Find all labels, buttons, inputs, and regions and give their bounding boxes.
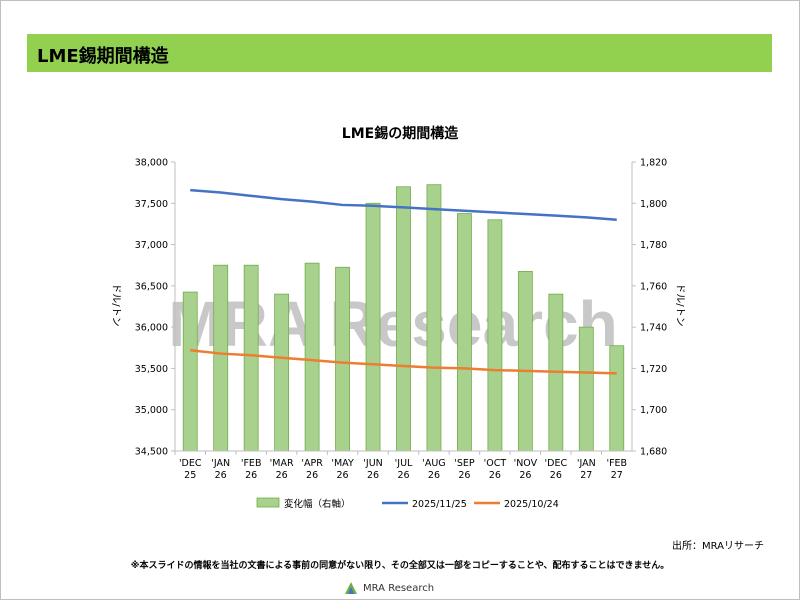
header-bar: LME錫期間構造 (27, 34, 772, 72)
y-left-tick-label: 35,500 (135, 364, 168, 375)
y-right-tick-label: 1,680 (640, 447, 667, 458)
bar-4 (304, 262, 320, 452)
x-tick-label: 'FEB 26 (241, 458, 262, 481)
y-axis-right-label: ドル/トン (674, 283, 685, 326)
watermark: MRA Research (168, 288, 617, 360)
legend-label: 2025/10/24 (504, 499, 559, 510)
footer-logo: MRA Research (343, 580, 434, 596)
term-structure-chart: LME錫の期間構造 MRA Research 34,500 35,000 35,50… (110, 125, 685, 510)
y-left-tick-label: 36,500 (135, 281, 168, 292)
y-left-tick-label: 36,000 (135, 323, 168, 334)
series-line-1 (190, 188, 617, 222)
y-right-tick-label: 1,740 (640, 323, 667, 334)
y-right-tick-label: 1,760 (640, 281, 667, 292)
legend-swatch-bar (256, 497, 280, 508)
x-tick-label: 'JAN 27 (577, 458, 596, 481)
bar-7 (396, 186, 411, 452)
bar-10 (487, 219, 503, 452)
y-left-tick-label: 37,000 (135, 240, 168, 251)
y-right-tick-label: 1,720 (640, 364, 667, 375)
bar-1 (213, 264, 229, 452)
x-tick-label: 'JUN 26 (363, 458, 382, 481)
copyright-note: ※本スライドの情報を当社の文書による事前の同意がない限り、その全部又は一部をコピ… (130, 561, 670, 571)
bar-6 (365, 202, 381, 452)
y-left-tick-label: 35,000 (135, 405, 168, 416)
x-tick-label: 'MAR 26 (270, 458, 294, 481)
legend-label: 2025/11/25 (412, 499, 467, 510)
y-axis-left-label: ドル/トン (110, 283, 121, 326)
page-title: LME錫期間構造 (37, 46, 169, 67)
bar-3 (274, 293, 290, 452)
logo-icon (345, 582, 357, 594)
x-tick-label: 'OCT 26 (484, 458, 507, 481)
source-note: 出所：MRAリサーチ (671, 541, 764, 552)
y-right-tick-label: 1,800 (640, 199, 667, 210)
x-tick-label: 'MAY 26 (331, 458, 354, 481)
bar-14 (609, 345, 625, 452)
footer-logo-text: MRA Research (363, 582, 435, 594)
x-tick-label: 'FEB 27 (606, 458, 627, 481)
x-tick-label: 'JAN 26 (211, 458, 230, 481)
y-right-tick-label: 1,780 (640, 240, 667, 251)
x-tick-label: 'SEP 26 (454, 458, 475, 481)
y-left-tick-label: 38,000 (135, 158, 168, 169)
bar-9 (457, 213, 472, 452)
x-tick-label: 'JUL 26 (395, 458, 413, 481)
chart-title: LME錫の期間構造 (342, 125, 458, 142)
bar-8 (426, 184, 442, 452)
x-tick-label: 'NOV 26 (514, 458, 538, 481)
bar-5 (335, 266, 350, 452)
x-tick-label: 'DEC 25 (179, 458, 202, 481)
x-tick-label: 'DEC 26 (545, 458, 568, 481)
bar-13 (578, 326, 594, 452)
bar-11 (517, 271, 533, 452)
y-left-tick-label: 34,500 (135, 447, 168, 458)
y-right-tick-label: 1,700 (640, 405, 667, 416)
series-line-2 (190, 349, 617, 375)
bar-2 (243, 264, 259, 452)
x-tick-label: 'APR 26 (301, 458, 323, 481)
y-right-tick-label: 1,820 (640, 158, 667, 169)
legend-label: 変化幅（右軸） (284, 498, 351, 510)
y-left-tick-label: 37,500 (135, 199, 168, 210)
bar-0 (182, 291, 198, 452)
x-tick-label: 'AUG 26 (422, 458, 445, 481)
